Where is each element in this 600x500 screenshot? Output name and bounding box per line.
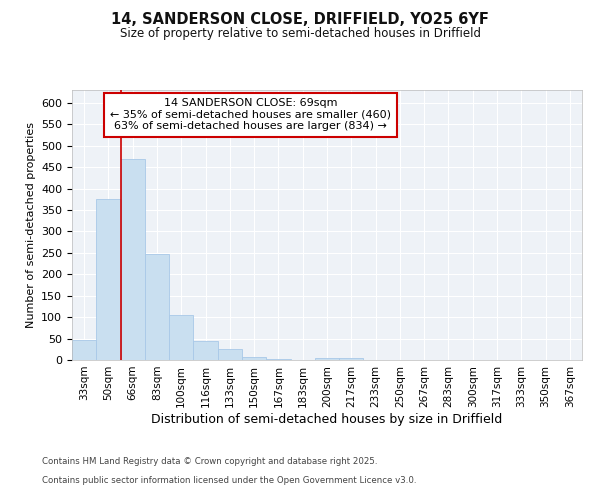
Bar <box>266 358 290 360</box>
Text: Size of property relative to semi-detached houses in Driffield: Size of property relative to semi-detach… <box>119 28 481 40</box>
Text: Contains public sector information licensed under the Open Government Licence v3: Contains public sector information licen… <box>42 476 416 485</box>
Text: 14 SANDERSON CLOSE: 69sqm
← 35% of semi-detached houses are smaller (460)
63% of: 14 SANDERSON CLOSE: 69sqm ← 35% of semi-… <box>110 98 391 132</box>
Y-axis label: Number of semi-detached properties: Number of semi-detached properties <box>26 122 35 328</box>
Text: Contains HM Land Registry data © Crown copyright and database right 2025.: Contains HM Land Registry data © Crown c… <box>42 458 377 466</box>
Bar <box>96 200 121 360</box>
Bar <box>121 158 145 360</box>
Bar <box>218 350 242 360</box>
Bar <box>145 254 169 360</box>
X-axis label: Distribution of semi-detached houses by size in Driffield: Distribution of semi-detached houses by … <box>151 412 503 426</box>
Bar <box>193 340 218 360</box>
Text: 14, SANDERSON CLOSE, DRIFFIELD, YO25 6YF: 14, SANDERSON CLOSE, DRIFFIELD, YO25 6YF <box>111 12 489 28</box>
Bar <box>72 340 96 360</box>
Bar <box>242 356 266 360</box>
Bar <box>315 358 339 360</box>
Bar <box>339 358 364 360</box>
Bar <box>169 315 193 360</box>
